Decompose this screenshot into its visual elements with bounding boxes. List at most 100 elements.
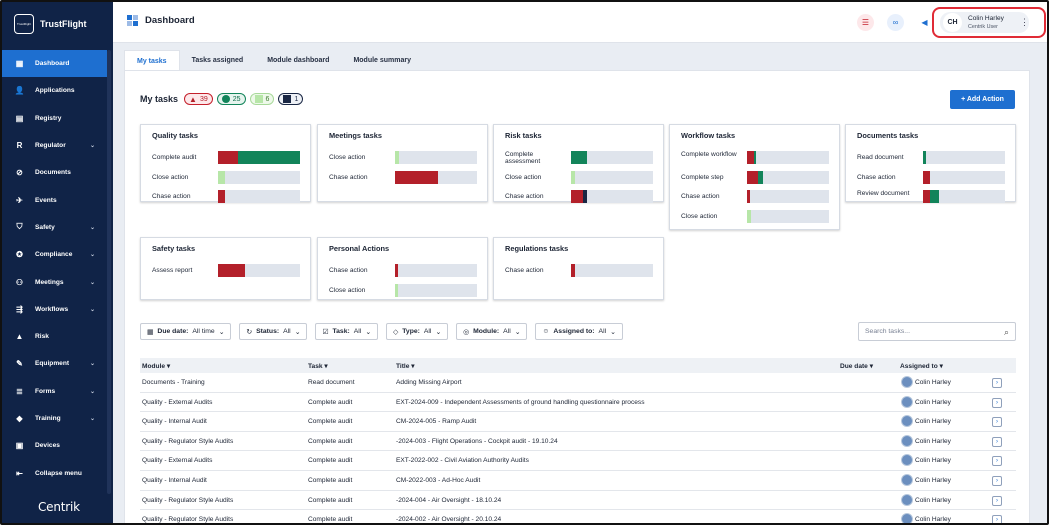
user-menu[interactable]: CH Colin Harley Centrik User xyxy=(940,12,1029,33)
sidebar-item-workflows[interactable]: ⇶ Workflows ⌄ xyxy=(2,296,107,323)
plane-icon: ✈ xyxy=(16,195,23,205)
user-info: Colin Harley Centrik User xyxy=(968,14,1004,32)
open-row-button[interactable]: › xyxy=(992,397,1002,408)
progress-bar[interactable] xyxy=(218,190,300,203)
bar-segment-green xyxy=(930,190,939,203)
progress-bar[interactable] xyxy=(923,151,1005,164)
card-row-label: Chase action xyxy=(152,193,191,200)
upcoming-count-badge[interactable]: 6 xyxy=(249,93,275,105)
open-row-button[interactable]: › xyxy=(992,456,1002,467)
progress-bar[interactable] xyxy=(218,170,300,184)
table-row[interactable]: Quality - Internal Audit Complete audit CM… xyxy=(140,412,1016,432)
filter-label: Status: xyxy=(256,328,280,335)
filter-value: All xyxy=(283,328,291,335)
open-row-button[interactable]: › xyxy=(992,495,1002,506)
filter-value: All xyxy=(423,328,432,335)
tab-module-dashboard[interactable]: Module dashboard xyxy=(267,56,330,64)
progress-bar[interactable] xyxy=(218,264,300,277)
column-header-assigned-to[interactable]: Assigned to ▾ xyxy=(900,362,943,370)
table-row[interactable]: Quality - Internal Audit Complete audit CM… xyxy=(140,471,1016,491)
progress-bar[interactable] xyxy=(395,151,477,164)
bar-segment-red xyxy=(395,170,439,184)
column-header-module[interactable]: Module ▾ xyxy=(142,362,170,370)
table-cell: Quality - External Audits xyxy=(142,398,213,406)
sidebar-item-meetings[interactable]: ⚇ Meetings ⌄ xyxy=(2,268,107,295)
progress-bar[interactable] xyxy=(395,283,477,297)
sidebar-item-risk[interactable]: ▲ Risk xyxy=(2,323,107,350)
table-row[interactable]: Quality - Regulator Style Audits Complete… xyxy=(140,432,1016,452)
filter-status[interactable]: ↻ Status: All ⌄ xyxy=(239,323,308,340)
sidebar-item-safety[interactable]: ⛉ Safety ⌄ xyxy=(2,214,107,241)
progress-bar[interactable] xyxy=(747,190,829,203)
chevron-down-icon: ⌄ xyxy=(89,416,95,422)
progress-bar[interactable] xyxy=(747,170,829,184)
table-row[interactable]: Quality - External Audits Complete audit E… xyxy=(140,451,1016,471)
sidebar-item-applications[interactable]: 👤 Applications xyxy=(2,77,107,104)
sidebar-scrollbar[interactable] xyxy=(107,50,111,494)
sidebar-item-registry[interactable]: ▤ Registry xyxy=(2,105,107,132)
filter-module[interactable]: ◎ Module: All ⌄ xyxy=(456,323,528,340)
search-icon[interactable]: ⌕ xyxy=(1003,327,1009,337)
overdue-count-badge[interactable]: ▲ 39 xyxy=(184,93,213,105)
sidebar-item-regulator[interactable]: R Regulator ⌄ xyxy=(2,132,107,159)
sidebar-item-documents[interactable]: ⊘ Documents xyxy=(2,159,107,186)
sidebar-item-forms[interactable]: ≣ Forms ⌄ xyxy=(2,378,107,405)
table-cell: Documents - Training xyxy=(142,379,205,386)
collapse-menu-button[interactable]: ⇤ Collapse menu xyxy=(14,469,82,478)
table-row[interactable]: Quality - External Audits Complete audit E… xyxy=(140,393,1016,413)
filter-due-date[interactable]: ▦ Due date: All time ⌄ xyxy=(140,323,232,340)
kebab-menu-icon[interactable]: ⋮ xyxy=(1020,17,1029,27)
open-row-button[interactable]: › xyxy=(992,378,1002,388)
progress-bar[interactable] xyxy=(218,151,300,164)
logo[interactable]: TrustFlight TrustFlight xyxy=(14,14,87,34)
column-header-title[interactable]: Title ▾ xyxy=(396,362,415,370)
wrench-icon: ✎ xyxy=(16,359,23,369)
megaphone-icon[interactable]: ◀ xyxy=(921,18,928,27)
open-row-button[interactable]: › xyxy=(992,476,1002,486)
tab-my-tasks[interactable]: My tasks xyxy=(124,50,180,71)
progress-bar[interactable] xyxy=(571,264,653,277)
shield-icon: ⛉ xyxy=(16,222,23,232)
database-icon[interactable]: ☰ xyxy=(857,14,874,31)
open-row-button[interactable]: › xyxy=(992,417,1002,428)
progress-bar[interactable] xyxy=(923,170,1005,184)
bar-segment-light xyxy=(571,170,576,184)
ok-count-badge[interactable]: 25 xyxy=(216,93,246,105)
column-header-due-date[interactable]: Due date ▾ xyxy=(840,362,873,370)
table-row[interactable]: Quality - Regulator Style Audits Complete… xyxy=(140,510,1016,523)
filter-assigned-to[interactable]: ☺ Assigned to: All ⌄ xyxy=(535,323,623,340)
other-count-badge[interactable]: 1 xyxy=(278,93,304,105)
open-row-button[interactable]: › xyxy=(992,515,1002,523)
progress-bar[interactable] xyxy=(571,190,653,203)
chevron-down-icon: ⌄ xyxy=(89,224,95,231)
progress-bar[interactable] xyxy=(571,170,653,184)
table-header: Module ▾ Task ▾ Title ▾ Due date ▾ Assigned … xyxy=(140,358,1016,373)
column-header-task[interactable]: Task ▾ xyxy=(308,362,328,370)
sidebar-item-events[interactable]: ✈ Events xyxy=(2,186,107,213)
search-input[interactable]: Search tasks... ⌕ xyxy=(858,322,1016,341)
table-row[interactable]: Documents - Training Read document Adding … xyxy=(140,373,1016,393)
sidebar-item-equipment[interactable]: ✎ Equipment ⌄ xyxy=(2,350,107,377)
link-icon[interactable]: ∞ xyxy=(887,14,904,31)
page-scrollbar[interactable] xyxy=(1030,43,1044,523)
tab-tasks-assigned[interactable]: Tasks assigned xyxy=(191,56,244,64)
chevron-down-icon: ⌄ xyxy=(89,388,95,395)
filter-type[interactable]: ◇ Type: All ⌄ xyxy=(386,323,449,340)
progress-bar[interactable] xyxy=(747,151,829,164)
add-action-button[interactable]: + Add Action xyxy=(950,90,1015,109)
sidebar-item-dashboard[interactable]: ▦ Dashboard xyxy=(2,50,107,78)
task-card-regulations-tasks: Regulations tasks Chase action xyxy=(493,237,664,300)
progress-bar[interactable] xyxy=(395,264,477,277)
tab-module-summary[interactable]: Module summary xyxy=(353,56,412,64)
progress-bar[interactable] xyxy=(395,170,477,184)
sidebar-item-training[interactable]: ◆ Training ⌄ xyxy=(2,405,107,432)
sidebar-item-compliance[interactable]: ✪ Compliance ⌄ xyxy=(2,241,107,268)
filter-task[interactable]: ☑ Task: All ⌄ xyxy=(315,323,379,340)
progress-bar[interactable] xyxy=(571,151,653,164)
progress-bar[interactable] xyxy=(747,209,829,223)
open-row-button[interactable]: › xyxy=(992,436,1002,447)
table-row[interactable]: Quality - Regulator Style Audits Complete… xyxy=(140,491,1016,511)
progress-bar[interactable] xyxy=(923,190,1005,203)
table-cell: Colin Harley xyxy=(915,477,951,484)
sidebar-item-devices[interactable]: ▣ Devices xyxy=(2,432,107,459)
